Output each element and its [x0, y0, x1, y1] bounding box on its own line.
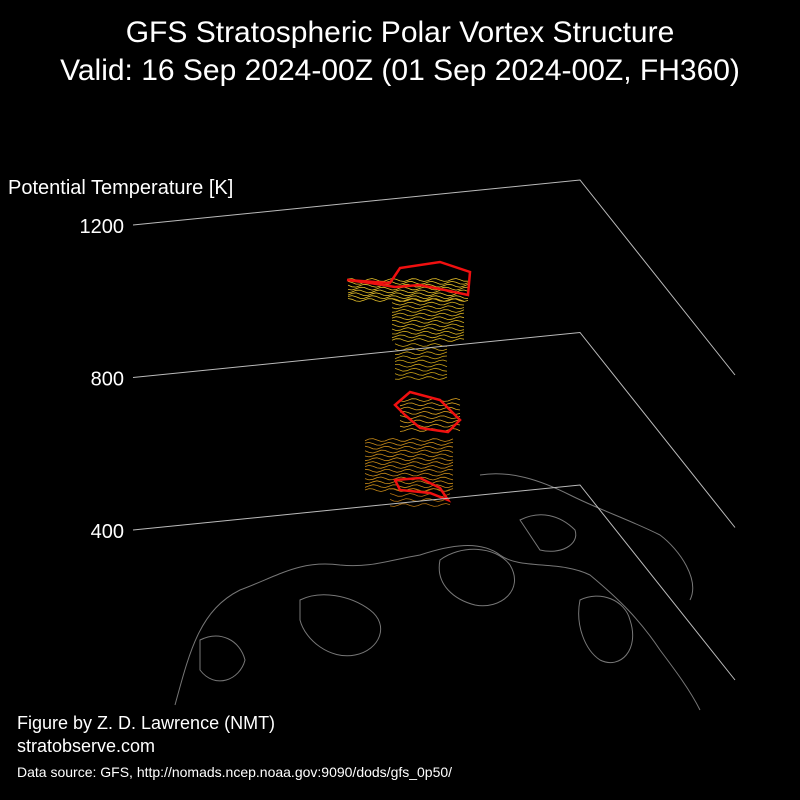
- vortex-layer: [394, 376, 448, 380]
- vortex-edge: [393, 390, 462, 434]
- vortex-layer: [394, 347, 448, 352]
- vortex-layer: [364, 480, 454, 485]
- vortex-layer: [347, 298, 469, 302]
- vortex-edge: [393, 476, 452, 503]
- vortex-layer: [394, 367, 448, 372]
- vortex-layer: [347, 278, 468, 282]
- z-tick-label: 400: [91, 521, 124, 543]
- vortex-layer: [391, 305, 465, 310]
- vortex-layer: [394, 371, 448, 376]
- vortex-layer: [399, 398, 461, 402]
- z-plane: [132, 179, 736, 376]
- credit-author: Figure by Z. D. Lawrence (NMT): [17, 713, 275, 733]
- coastline: [479, 473, 694, 601]
- z-tick-label: 800: [91, 369, 124, 391]
- z-tick-label: 1200: [80, 216, 125, 238]
- vortex-layer: [347, 295, 469, 300]
- vortex-layer: [389, 503, 451, 507]
- vortex-layer: [364, 472, 454, 477]
- vortex-layer: [364, 484, 454, 489]
- vortex-layer: [347, 292, 469, 297]
- z-axis-label: Potential Temperature [K]: [8, 177, 233, 199]
- coastlines: [174, 473, 701, 711]
- vortex-edge: [346, 260, 472, 297]
- vortex-layer: [399, 402, 461, 407]
- vortex-layer: [391, 319, 465, 324]
- vortex-layer: [364, 441, 454, 446]
- coastline: [578, 595, 634, 664]
- vortex-layer: [391, 301, 465, 306]
- vortex-layer: [364, 449, 454, 454]
- vortex-layer: [391, 334, 465, 339]
- vortex-layer: [399, 419, 461, 424]
- coastline: [299, 594, 382, 657]
- vortex-layer: [364, 453, 454, 458]
- vortex-layer: [364, 445, 454, 450]
- vortex-layer: [391, 308, 465, 313]
- vortex-layer: [391, 338, 465, 342]
- vortex-layer: [391, 323, 465, 328]
- credit-source: Data source: GFS, http://nomads.ncep.noa…: [17, 764, 452, 780]
- credit-website: stratobserve.com: [17, 736, 155, 756]
- chart-title: GFS Stratospheric Polar Vortex Structure: [126, 16, 675, 49]
- vortex-layer: [399, 410, 461, 415]
- coastline: [519, 514, 577, 552]
- vortex-layer: [347, 286, 469, 291]
- vortex-layer: [394, 343, 448, 347]
- vortex: [346, 260, 472, 507]
- coastline: [174, 545, 701, 711]
- coastline: [199, 635, 246, 682]
- vortex-layer: [399, 406, 461, 411]
- vortex-layer: [394, 355, 448, 360]
- vortex-layer: [364, 464, 454, 469]
- vortex-layer: [364, 438, 454, 442]
- vortex-layer: [394, 359, 448, 364]
- vortex-layer: [391, 316, 465, 321]
- vortex-layer: [399, 423, 461, 428]
- vortex-layer: [391, 330, 465, 335]
- vortex-layer: [364, 457, 454, 462]
- vortex-layer: [395, 363, 448, 368]
- vortex-layer: [391, 298, 465, 302]
- vortex-layer: [391, 312, 465, 317]
- vortex-layer: [391, 327, 465, 332]
- vortex-layer: [347, 283, 469, 288]
- vortex-layer: [364, 488, 454, 492]
- vortex-layer: [394, 351, 448, 356]
- vortex-layer: [364, 461, 454, 466]
- coastline: [438, 548, 516, 607]
- chart-subtitle: Valid: 16 Sep 2024-00Z (01 Sep 2024-00Z,…: [60, 54, 740, 87]
- z-plane: [132, 484, 736, 681]
- z-plane: [132, 331, 736, 528]
- vortex-layer: [364, 468, 454, 473]
